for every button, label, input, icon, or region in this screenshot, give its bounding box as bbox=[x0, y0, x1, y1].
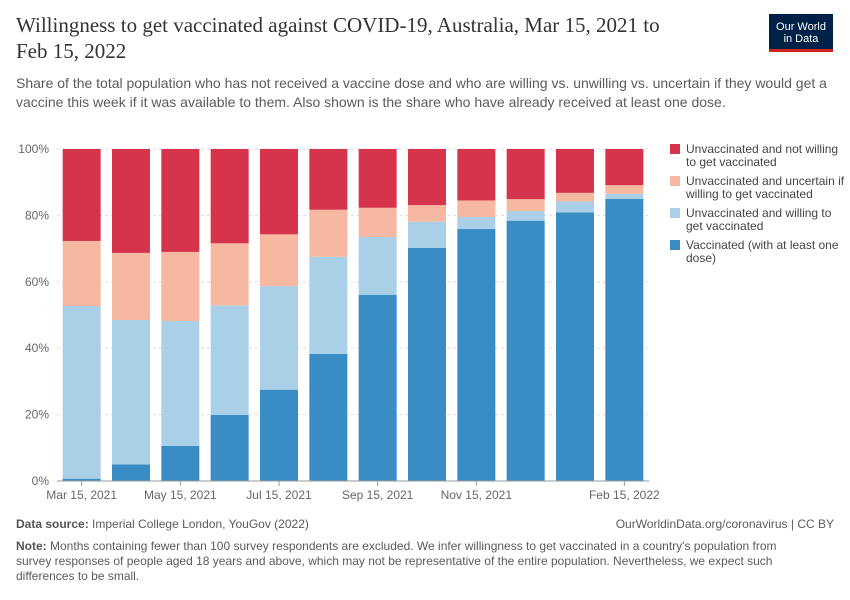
bar-segment-willing bbox=[408, 221, 446, 248]
bar-segment-uncertain bbox=[556, 192, 594, 202]
bar-segment-vaccinated bbox=[260, 389, 298, 481]
bar-segment-unwilling bbox=[358, 149, 397, 208]
source-label: Data source: bbox=[16, 517, 89, 531]
y-tick-label: 80% bbox=[25, 208, 49, 222]
bar-segment-unwilling bbox=[605, 149, 644, 186]
note-text: Months containing fewer than 100 survey … bbox=[16, 539, 777, 583]
legend-item-uncertain[interactable]: Unvaccinated and uncertain if willing to… bbox=[670, 175, 845, 201]
bar-segment-uncertain bbox=[506, 199, 545, 212]
bar-segment-unwilling bbox=[112, 149, 150, 253]
bar-segment-vaccinated bbox=[309, 353, 348, 481]
bar-segment-willing bbox=[457, 217, 496, 230]
y-tick-label: 0% bbox=[32, 474, 50, 488]
legend-label: Unvaccinated and uncertain if willing to… bbox=[686, 174, 845, 201]
bar-segment-uncertain bbox=[358, 207, 397, 237]
bar-segment-unwilling bbox=[161, 149, 200, 252]
bar-segment-unwilling bbox=[260, 149, 298, 235]
note-label: Note: bbox=[16, 539, 47, 553]
axes: 0% 20% 40% 60% 80% 100% Mar 15, 2021 May 15, 20… bbox=[18, 142, 660, 502]
bar-segment-uncertain bbox=[408, 205, 446, 222]
logo-line-1: Our World bbox=[776, 21, 826, 33]
x-tick-label: Feb 15, 2022 bbox=[589, 488, 660, 502]
bar-segment-unwilling bbox=[506, 149, 545, 200]
bar-segment-willing bbox=[556, 201, 594, 213]
legend-swatch bbox=[670, 144, 680, 154]
legend-swatch bbox=[670, 208, 680, 218]
footer-source-row: Data source: Imperial College London, Yo… bbox=[16, 517, 834, 531]
bar-segment-unwilling bbox=[210, 149, 249, 244]
bar-segment-willing bbox=[605, 193, 644, 199]
bar-segment-vaccinated bbox=[506, 220, 545, 481]
x-tick-label: Sep 15, 2021 bbox=[342, 488, 414, 502]
y-tick-label: 20% bbox=[25, 408, 49, 422]
bar-segment-willing bbox=[358, 236, 397, 295]
y-tick-label: 60% bbox=[25, 275, 49, 289]
bar-segment-uncertain bbox=[112, 252, 150, 320]
bar-segment-vaccinated bbox=[457, 229, 496, 481]
owid-logo[interactable]: Our World in Data bbox=[769, 14, 833, 52]
bar-segment-unwilling bbox=[309, 149, 348, 210]
bar-segment-uncertain bbox=[309, 209, 348, 257]
stacked-bar-chart: 0% 20% 40% 60% 80% 100% Mar 15, 2021 May 15, 20… bbox=[18, 142, 660, 502]
bar-segment-vaccinated bbox=[408, 247, 446, 481]
legend-item-unwilling[interactable]: Unvaccinated and not willing to get vacc… bbox=[670, 143, 845, 169]
bar-segment-uncertain bbox=[260, 234, 298, 287]
bar-segment-unwilling bbox=[62, 149, 101, 241]
x-tick-label: Jul 15, 2021 bbox=[246, 488, 312, 502]
bar-segment-willing bbox=[506, 211, 545, 221]
page-title: Willingness to get vaccinated against CO… bbox=[16, 13, 660, 63]
footer-note: Note: Months containing fewer than 100 s… bbox=[16, 539, 806, 584]
y-tick-label: 40% bbox=[25, 341, 49, 355]
bar-segment-vaccinated bbox=[556, 212, 594, 482]
bar-segment-unwilling bbox=[556, 149, 594, 193]
legend-swatch bbox=[670, 240, 680, 250]
bar-segment-uncertain bbox=[161, 251, 200, 321]
bar-segment-uncertain bbox=[62, 240, 101, 307]
legend-item-willing[interactable]: Unvaccinated and willing to get vaccinat… bbox=[670, 207, 845, 233]
bar-segment-uncertain bbox=[210, 243, 249, 306]
bar-segment-vaccinated bbox=[358, 294, 397, 481]
bar-segment-willing bbox=[62, 306, 101, 479]
logo-line-2: in Data bbox=[783, 33, 819, 45]
bar-segment-willing bbox=[260, 286, 298, 390]
bars bbox=[62, 149, 644, 482]
legend-label: Unvaccinated and willing to get vaccinat… bbox=[686, 206, 832, 233]
bar-segment-willing bbox=[112, 319, 150, 465]
bar-segment-unwilling bbox=[408, 149, 446, 206]
chart-subtitle: Share of the total population who has no… bbox=[16, 75, 827, 110]
x-tick-label: Mar 15, 2021 bbox=[46, 488, 117, 502]
footer-link[interactable]: OurWorldinData.org/coronavirus | CC BY bbox=[615, 517, 834, 531]
legend: Unvaccinated and not willing to get vacc… bbox=[670, 143, 845, 271]
legend-label: Vaccinated (with at least one dose) bbox=[686, 238, 839, 265]
legend-swatch bbox=[670, 176, 680, 186]
bar-segment-vaccinated bbox=[605, 198, 644, 482]
source-text[interactable]: Imperial College London, YouGov (2022) bbox=[92, 517, 309, 531]
bar-segment-willing bbox=[161, 320, 200, 446]
bar-segment-uncertain bbox=[605, 185, 644, 194]
bar-segment-vaccinated bbox=[62, 478, 101, 481]
bar-segment-uncertain bbox=[457, 200, 496, 218]
legend-item-vaccinated[interactable]: Vaccinated (with at least one dose) bbox=[670, 239, 845, 265]
bar-segment-vaccinated bbox=[210, 414, 249, 481]
y-gridlines bbox=[57, 148, 649, 416]
bar-segment-willing bbox=[210, 305, 249, 415]
bar-segment-vaccinated bbox=[112, 464, 150, 481]
bar-segment-vaccinated bbox=[161, 445, 200, 481]
legend-label: Unvaccinated and not willing to get vacc… bbox=[686, 142, 839, 169]
y-tick-label: 100% bbox=[18, 142, 49, 156]
bar-segment-willing bbox=[309, 256, 348, 354]
bar-segment-unwilling bbox=[457, 149, 496, 201]
x-tick-label: May 15, 2021 bbox=[144, 488, 217, 502]
x-tick-label: Nov 15, 2021 bbox=[441, 488, 513, 502]
